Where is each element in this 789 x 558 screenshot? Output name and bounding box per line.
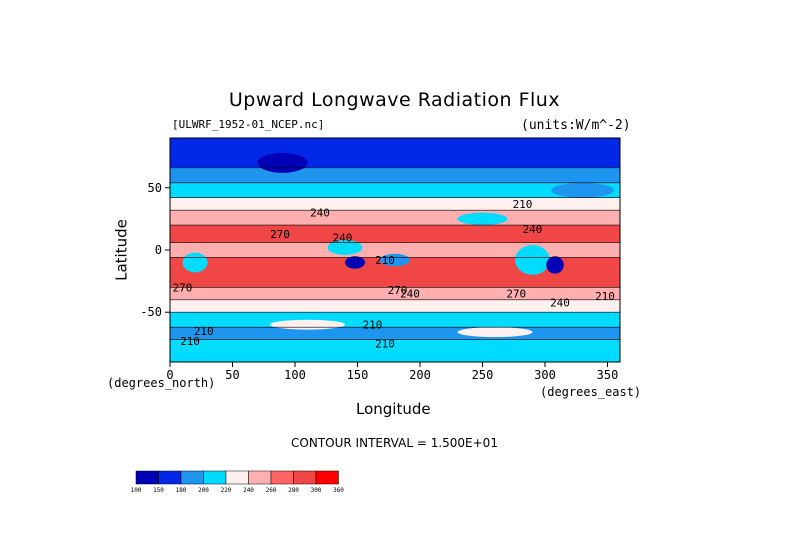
colorbar-level-label: 220: [221, 487, 232, 494]
x-unit-note: (degrees_east): [540, 385, 642, 399]
contour-label: 210: [194, 325, 214, 338]
heatmap-band: [170, 167, 620, 183]
contour-label: 270: [388, 284, 408, 297]
x-tick-label: 300: [534, 368, 556, 382]
contour-label: 210: [375, 254, 395, 267]
heatmap-band: [170, 182, 620, 198]
heatmap-patch: [515, 245, 550, 275]
colorbar-swatch: [225, 470, 249, 485]
colorbar-swatch: [270, 470, 294, 485]
y-tick-label: 50: [148, 181, 162, 195]
heatmap-patch: [457, 327, 533, 338]
contour-label: 210: [363, 319, 383, 332]
contour-label: 240: [310, 207, 330, 220]
y-tick-label: -50: [140, 305, 162, 319]
contour-label: 240: [333, 232, 353, 245]
heatmap-band: [170, 327, 620, 340]
heatmap-patch: [257, 152, 308, 173]
heatmap-band: [170, 287, 620, 300]
heatmap-band: [170, 138, 620, 168]
contour-label: 270: [506, 288, 526, 301]
heatmap-band: [170, 299, 620, 313]
y-tick-label: 0: [155, 243, 162, 257]
colorbar-swatch: [158, 470, 182, 485]
colorbar-level-label: 180: [176, 487, 187, 494]
chart-title: Upward Longwave Radiation Flux: [228, 89, 561, 111]
contour-label: 210: [595, 290, 615, 303]
colorbar-level-label: 280: [288, 487, 299, 494]
heatmap-patch: [457, 212, 508, 226]
colorbar-level-label: 200: [198, 487, 209, 494]
heatmap-patch: [345, 256, 365, 269]
x-tick-label: 200: [409, 368, 431, 382]
colorbar-swatch: [315, 470, 339, 485]
contour-label: 240: [400, 288, 420, 301]
contour-label: 210: [513, 198, 533, 211]
heatmap-patch: [551, 182, 614, 198]
colorbar-swatch: [180, 470, 204, 485]
colorbar-level-label: 260: [266, 487, 277, 494]
colorbar-level-label: 150: [153, 487, 164, 494]
contour-label: 270: [173, 281, 193, 294]
heatmap-band: [170, 210, 620, 226]
units-label: (units:W/m^-2): [521, 118, 631, 133]
contour-label: 240: [550, 296, 570, 309]
x-tick-label: 150: [347, 368, 369, 382]
colorbar-swatch: [135, 470, 159, 485]
x-axis-label: Longitude: [356, 400, 431, 418]
colorbar-swatch: [203, 470, 227, 485]
colorbar-swatch: [248, 470, 272, 485]
colorbar-level-label: 100: [131, 487, 142, 494]
x-tick-label: 50: [225, 368, 239, 382]
heatmap-band: [170, 242, 620, 258]
x-tick-label: 350: [597, 368, 619, 382]
colorbar-level-label: 360: [333, 487, 344, 494]
y-unit-note: (degrees_north): [107, 376, 216, 390]
contour-label: 240: [523, 223, 543, 236]
heatmap-patch: [270, 319, 345, 330]
heatmap-band: [170, 197, 620, 211]
colorbar-level-label: 300: [311, 487, 322, 494]
x-tick-label: 250: [472, 368, 494, 382]
heatmap-patch: [380, 253, 410, 267]
contour-label: 270: [270, 228, 290, 241]
heatmap-patch: [182, 252, 208, 273]
heatmap-patch: [546, 256, 564, 274]
heatmap-patch: [327, 240, 363, 255]
x-tick-label: 100: [284, 368, 306, 382]
heatmap-band: [170, 339, 620, 362]
contour-label: 210: [180, 335, 200, 348]
colorbar-level-label: 240: [243, 487, 254, 494]
source-file-label: [ULWRF_1952-01_NCEP.nc]: [172, 118, 325, 131]
contour-label: 210: [375, 337, 395, 350]
x-tick-label: 0: [166, 368, 173, 382]
colorbar-swatch: [293, 470, 317, 485]
heatmap-band: [170, 225, 620, 243]
contour-interval: CONTOUR INTERVAL = 1.500E+01: [291, 436, 498, 450]
heatmap-band: [170, 312, 620, 328]
